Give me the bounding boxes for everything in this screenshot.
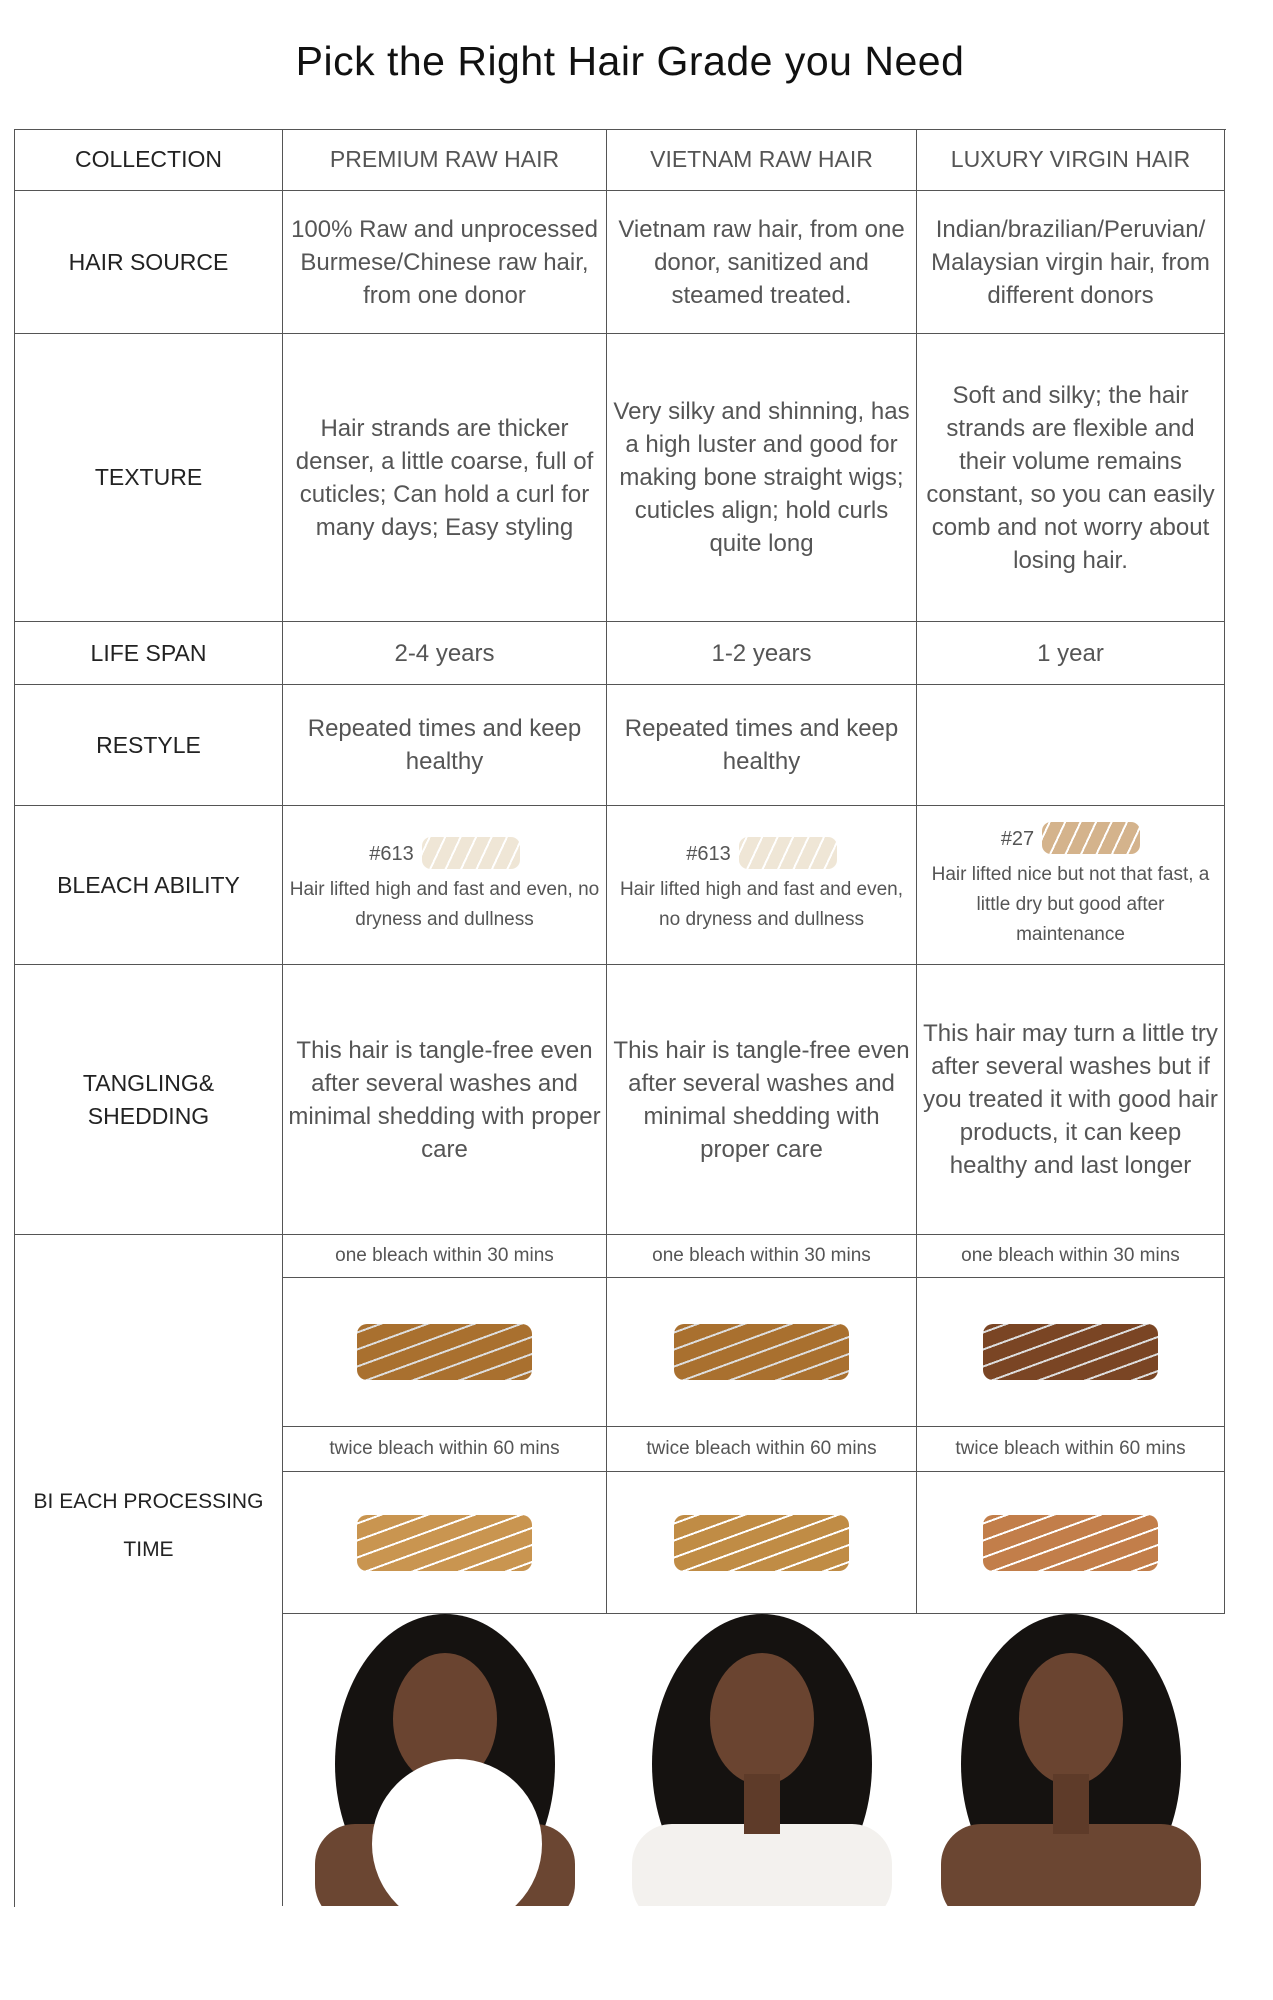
row-label-tangling: TANGLING& SHEDDING	[15, 965, 283, 1235]
row-label: BI EACH PROCESSING TIME	[33, 1489, 264, 1561]
twice-text: twice bleach within 60 mins	[329, 1438, 560, 1459]
row-label-texture: TEXTURE	[15, 334, 283, 622]
once-text: one bleach within 30 mins	[961, 1245, 1180, 1266]
cell-text: 1 year	[1037, 639, 1104, 667]
row-label-collection: COLLECTION	[15, 129, 283, 191]
twice-swatch-cell-1	[607, 1472, 917, 1614]
color-swatch	[738, 837, 837, 870]
once-label-2: one bleach within 30 mins	[917, 1235, 1225, 1278]
color-code: #613	[369, 842, 414, 865]
cell-text: PREMIUM RAW HAIR	[329, 146, 560, 172]
row-label: TEXTURE	[94, 464, 203, 490]
cell-restyle-1: Repeated times and keep healthy	[607, 685, 917, 806]
once-swatch-cell-0	[283, 1278, 607, 1427]
cell-lifespan-0: 2-4 years	[283, 622, 607, 685]
bleach-twice-swatch	[983, 1514, 1158, 1571]
cell-text: This hair may turn a little try after se…	[923, 1020, 1218, 1179]
swatch-row: #613	[369, 836, 520, 871]
comparison-table	[14, 129, 1226, 1907]
cell-texture-2: Soft and silky; the hair strands are fle…	[917, 334, 1225, 622]
once-text: one bleach within 30 mins	[335, 1245, 554, 1266]
twice-text: twice bleach within 60 mins	[955, 1438, 1186, 1459]
cell-text: Very silky and shinning, has a high lust…	[613, 398, 910, 557]
row-label: TANGLING& SHEDDING	[82, 1069, 215, 1129]
cell-text: Hair strands are thicker denser, a littl…	[295, 414, 594, 541]
cell-bleach-0: #613 Hair lifted high and fast and even, …	[283, 806, 607, 965]
cell-text: Repeated times and keep healthy	[307, 715, 582, 775]
bleach-once-swatch	[674, 1324, 849, 1380]
model-photo-illustration	[632, 1614, 892, 1906]
twice-swatch-cell-0	[283, 1472, 607, 1614]
bleach-description: Hair lifted nice but not that fast, a li…	[931, 863, 1210, 945]
model-photo	[283, 1614, 607, 1906]
row-label: HAIR SOURCE	[68, 248, 229, 275]
cell-tangling-2: This hair may turn a little try after se…	[917, 965, 1225, 1235]
cell-text: Soft and silky; the hair strands are fle…	[926, 381, 1215, 574]
row-label-processing: BI EACH PROCESSING TIME	[15, 1235, 283, 1906]
page-title: Pick the Right Hair Grade you Need	[295, 38, 965, 84]
once-label-1: one bleach within 30 mins	[607, 1235, 917, 1278]
cell-collection-0: PREMIUM RAW HAIR	[283, 129, 607, 191]
bleach-once-swatch	[357, 1324, 532, 1380]
cell-source-1: Vietnam raw hair, from one donor, saniti…	[607, 191, 917, 334]
cell-text: This hair is tangle-free even after seve…	[288, 1036, 601, 1163]
once-label-0: one bleach within 30 mins	[283, 1235, 607, 1278]
cell-source-2: Indian/brazilian/Peruvian/ Malaysian vir…	[917, 191, 1225, 334]
model-photo-illustration	[941, 1614, 1201, 1906]
color-code: #27	[1000, 827, 1035, 850]
cell-text: This hair is tangle-free even after seve…	[613, 1036, 910, 1163]
bleach-description: Hair lifted high and fast and even, no d…	[289, 878, 600, 930]
swatch-row: #27	[1000, 821, 1141, 856]
cell-text: LUXURY VIRGIN HAIR	[950, 146, 1191, 172]
cell-tangling-1: This hair is tangle-free even after seve…	[607, 965, 917, 1235]
cell-texture-0: Hair strands are thicker denser, a littl…	[283, 334, 607, 622]
cell-text: 2-4 years	[394, 639, 495, 667]
cell-bleach-1: #613 Hair lifted high and fast and even, …	[607, 806, 917, 965]
cell-text: Repeated times and keep healthy	[624, 715, 899, 775]
cell-collection-2: LUXURY VIRGIN HAIR	[917, 129, 1225, 191]
twice-swatch-cell-2	[917, 1472, 1225, 1614]
cell-bleach-2: #27 Hair lifted nice but not that fast, a…	[917, 806, 1225, 965]
bleach-description: Hair lifted high and fast and even, no d…	[619, 878, 904, 930]
twice-label-2: twice bleach within 60 mins	[917, 1427, 1225, 1472]
row-label-source: HAIR SOURCE	[15, 191, 283, 334]
cell-lifespan-2: 1 year	[917, 622, 1225, 685]
model-photo	[607, 1614, 917, 1906]
once-text: one bleach within 30 mins	[652, 1245, 871, 1266]
cell-tangling-0: This hair is tangle-free even after seve…	[283, 965, 607, 1235]
model-photo	[917, 1614, 1225, 1906]
cell-collection-1: VIETNAM RAW HAIR	[607, 129, 917, 191]
cell-restyle-0: Repeated times and keep healthy	[283, 685, 607, 806]
model-photo-illustration	[315, 1614, 575, 1906]
swatch-row: #613	[686, 836, 837, 871]
cell-source-0: 100% Raw and unprocessed Burmese/Chinese…	[283, 191, 607, 334]
once-swatch-cell-2	[917, 1278, 1225, 1427]
row-label: LIFE SPAN	[90, 639, 207, 666]
cell-restyle-2	[917, 685, 1225, 806]
color-swatch	[1042, 822, 1141, 855]
color-swatch	[421, 837, 520, 870]
row-label-restyle: RESTYLE	[15, 685, 283, 806]
color-code: #613	[686, 842, 731, 865]
twice-label-1: twice bleach within 60 mins	[607, 1427, 917, 1472]
bleach-once-swatch	[983, 1324, 1158, 1380]
row-label-bleach: BLEACH ABILITY	[15, 806, 283, 965]
row-label-lifespan: LIFE SPAN	[15, 622, 283, 685]
once-swatch-cell-1	[607, 1278, 917, 1427]
cell-text: 1-2 years	[711, 639, 812, 667]
cell-texture-1: Very silky and shinning, has a high lust…	[607, 334, 917, 622]
bleach-twice-swatch	[357, 1514, 532, 1571]
row-label: COLLECTION	[75, 146, 222, 172]
twice-text: twice bleach within 60 mins	[646, 1438, 877, 1459]
cell-text: 100% Raw and unprocessed Burmese/Chinese…	[291, 215, 598, 309]
bleach-twice-swatch	[674, 1514, 849, 1571]
twice-label-0: twice bleach within 60 mins	[283, 1427, 607, 1472]
row-label: RESTYLE	[96, 731, 201, 758]
row-label: BLEACH ABILITY	[57, 871, 240, 898]
cell-text: Vietnam raw hair, from one donor, saniti…	[618, 215, 905, 309]
cell-text: VIETNAM RAW HAIR	[650, 146, 873, 172]
cell-text: Indian/brazilian/Peruvian/ Malaysian vir…	[931, 215, 1210, 309]
cell-lifespan-1: 1-2 years	[607, 622, 917, 685]
